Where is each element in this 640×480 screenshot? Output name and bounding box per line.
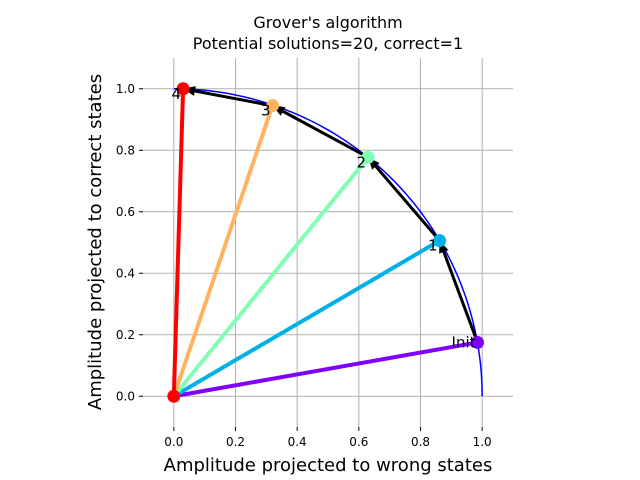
y-tick-label-2: 0.4	[116, 266, 135, 280]
step-arrow-shaft-0	[442, 251, 479, 343]
state-point-4	[176, 82, 190, 96]
chart-subtitle: Potential solutions=20, correct=1	[193, 34, 463, 53]
state-label-0: Init	[452, 333, 476, 351]
y-tick-label-0: 0.0	[116, 389, 135, 403]
y-axis-label: Amplitude projected to correct states	[85, 74, 106, 410]
state-lines	[171, 86, 480, 399]
step-arrow-shaft-2	[282, 110, 369, 159]
x-tick-label-2: 0.4	[288, 435, 307, 449]
x-tick-label-3: 0.6	[349, 435, 368, 449]
y-tick-label-4: 0.8	[116, 143, 135, 157]
state-line-3	[171, 103, 275, 399]
step-arrow-shaft-3	[194, 89, 273, 108]
state-point-3	[266, 99, 279, 113]
origin-point	[167, 389, 181, 403]
grid-layer	[143, 58, 513, 427]
state-label-2: 2	[357, 153, 367, 171]
y-tick-label-1: 0.2	[116, 328, 135, 342]
x-tick-label-1: 0.2	[226, 435, 245, 449]
chart-title: Grover's algorithm	[253, 13, 402, 32]
state-point-2	[361, 150, 375, 164]
step-arrow-shaft-1	[374, 165, 441, 242]
state-point-1	[433, 234, 447, 248]
state-label-1: 1	[428, 237, 438, 255]
y-tick-label-3: 0.6	[116, 205, 135, 219]
state-line-0	[171, 340, 480, 399]
state-point-0	[471, 335, 485, 349]
x-tick-label-0: 0.0	[164, 435, 183, 449]
state-line-2	[171, 155, 371, 399]
x-tick-label-4: 0.8	[411, 435, 430, 449]
state-label-3: 3	[261, 102, 271, 120]
state-points	[167, 82, 485, 403]
unit-circle-arc	[173, 88, 483, 397]
step-arrows	[183, 86, 479, 343]
x-axis-label: Amplitude projected to wrong states	[164, 455, 493, 476]
state-labels: Init 1 2 3 4	[172, 85, 476, 352]
y-tick-label-5: 1.0	[116, 82, 135, 96]
x-tick-label-5: 1.0	[473, 435, 492, 449]
state-line-4	[171, 86, 186, 399]
state-line-1	[171, 238, 442, 399]
state-label-4: 4	[172, 85, 182, 103]
tick-layer: 0.0 0.2 0.4 0.6 0.8 1.0 0.0 0.2 0.4 0.6 0.8 1.0	[116, 82, 492, 449]
